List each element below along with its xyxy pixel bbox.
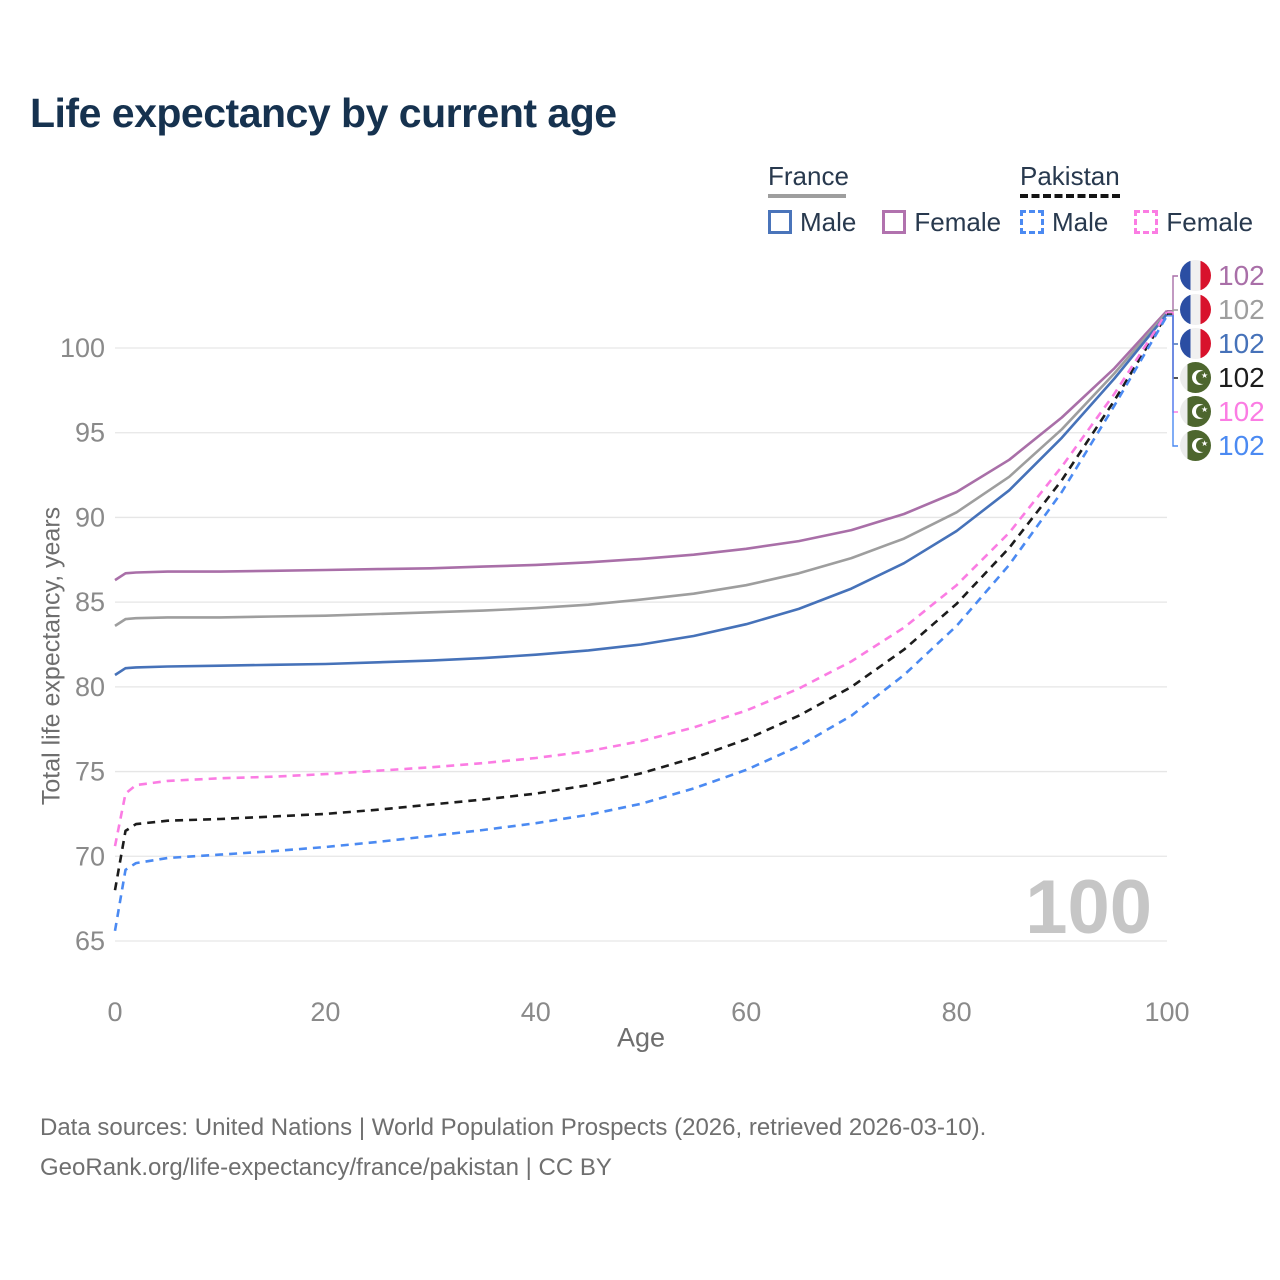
crescent-star-glyph bbox=[1196, 371, 1209, 384]
y-tick-label-95: 95 bbox=[75, 418, 105, 448]
series-end-label-france-both-sexes: 102 bbox=[1180, 294, 1265, 325]
leader-line-pakistan-male bbox=[1167, 315, 1178, 447]
leader-line-france-female bbox=[1167, 275, 1178, 312]
y-axis-title: Total life expectancy, years bbox=[37, 506, 66, 806]
x-tick-label-40: 40 bbox=[521, 997, 551, 1027]
y-tick-label-75: 75 bbox=[75, 757, 105, 787]
y-tick-label-80: 80 bbox=[75, 672, 105, 702]
series-line-france-female[interactable] bbox=[114, 309, 1168, 582]
legend-group-pakistan: Pakistan Male Female bbox=[1020, 162, 1271, 238]
legend-france-label[interactable]: France bbox=[768, 161, 849, 191]
x-axis-title: Age bbox=[616, 1022, 666, 1053]
series-line-france-male[interactable] bbox=[114, 313, 1169, 677]
legend-france-female-label[interactable]: Female bbox=[914, 206, 1002, 237]
y-tick-label-70: 70 bbox=[75, 841, 105, 871]
x-tick-label-60: 60 bbox=[731, 997, 761, 1027]
y-tick-label-85: 85 bbox=[75, 587, 105, 617]
page-title: Life expectancy by current age bbox=[30, 90, 617, 136]
legend-pakistan-label[interactable]: Pakistan bbox=[1020, 161, 1120, 191]
crescent-star-glyph: ★ bbox=[1201, 405, 1209, 414]
series-end-label-pakistan-male: ★ 102 bbox=[1180, 430, 1265, 461]
footer-attribution-link: GeoRank.org/life-expectancy/france/pakis… bbox=[40, 1153, 612, 1181]
crescent-star-glyph: ★ bbox=[1201, 439, 1209, 448]
x-tick-label-80: 80 bbox=[942, 997, 972, 1027]
series-end-value: 102 bbox=[1218, 259, 1265, 291]
y-tick-label-90: 90 bbox=[75, 502, 105, 532]
pakistan-flag-icon: ★ bbox=[1180, 396, 1211, 427]
series-end-value: 102 bbox=[1218, 395, 1265, 427]
x-tick-label-0: 0 bbox=[107, 997, 122, 1027]
legend-pakistan-male-label[interactable]: Male bbox=[1052, 206, 1109, 237]
legend-pakistan-male-checkbox[interactable] bbox=[1020, 210, 1044, 235]
series-line-pakistan-female[interactable] bbox=[113, 311, 1169, 847]
legend-group-france: France Male Female bbox=[768, 162, 1019, 238]
series-end-label-pakistan-female: ★ 102 bbox=[1180, 396, 1265, 427]
current-age-watermark: 100 bbox=[1025, 865, 1152, 950]
france-flag-icon bbox=[1180, 260, 1211, 291]
series-end-value: 102 bbox=[1218, 327, 1265, 359]
series-line-france-both-sexes[interactable] bbox=[114, 311, 1168, 627]
footer-data-sources: Data sources: United Nations | World Pop… bbox=[40, 1114, 987, 1141]
series-end-label-france-male: 102 bbox=[1180, 328, 1265, 359]
x-tick-label-100: 100 bbox=[1144, 997, 1189, 1027]
legend-france-male-checkbox[interactable] bbox=[768, 210, 792, 235]
legend-france-female-checkbox[interactable] bbox=[882, 210, 907, 235]
series-end-value: 102 bbox=[1218, 293, 1265, 325]
y-tick-label-100: 100 bbox=[60, 333, 105, 363]
pakistan-flag-icon: ★ bbox=[1180, 430, 1211, 461]
crescent-star-glyph bbox=[1196, 405, 1209, 418]
legend-pakistan-female-label[interactable]: Female bbox=[1166, 206, 1254, 237]
legend-france-male-label[interactable]: Male bbox=[800, 206, 857, 237]
crescent-star-glyph: ★ bbox=[1201, 371, 1209, 380]
x-tick-label-20: 20 bbox=[310, 997, 340, 1027]
series-line-pakistan-both-sexes[interactable] bbox=[113, 313, 1169, 891]
france-flag-icon bbox=[1180, 294, 1211, 325]
legend-pakistan-female-checkbox[interactable] bbox=[1134, 210, 1159, 235]
series-end-value: 102 bbox=[1218, 361, 1265, 393]
series-line-pakistan-male[interactable] bbox=[113, 315, 1169, 932]
france-flag-icon bbox=[1180, 328, 1211, 359]
pakistan-flag-icon: ★ bbox=[1180, 362, 1211, 393]
crescent-star-glyph bbox=[1196, 439, 1209, 452]
y-tick-label-65: 65 bbox=[75, 926, 105, 956]
series-end-label-pakistan-both-sexes: ★ 102 bbox=[1180, 362, 1265, 393]
pakistan-average-line-swatch bbox=[1020, 193, 1120, 198]
footer: Data sources: United Nations | World Pop… bbox=[40, 1108, 986, 1187]
france-average-line-swatch bbox=[768, 193, 846, 198]
series-end-label-france-female: 102 bbox=[1180, 260, 1265, 291]
series-end-value: 102 bbox=[1218, 429, 1265, 461]
